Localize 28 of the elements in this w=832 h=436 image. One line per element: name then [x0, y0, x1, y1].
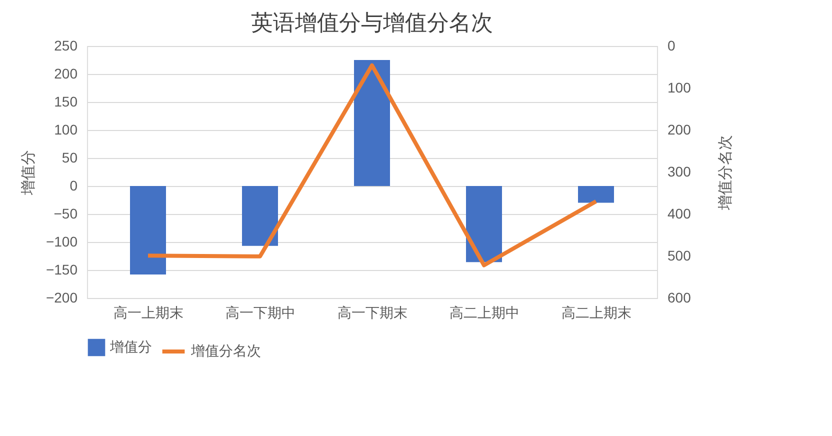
y2-tick-label: 200: [668, 122, 692, 138]
legend-label: 增值分名次: [190, 342, 261, 358]
y-tick-label: 100: [54, 122, 78, 138]
y2-tick-label: 0: [668, 38, 676, 54]
x-tick-label: 高一上期末: [114, 304, 184, 320]
y-tick-label: −100: [46, 234, 78, 250]
x-tick-label: 高一下期中: [226, 304, 296, 320]
line-series: [146, 63, 598, 268]
y2-axis-title: 增值分名次: [716, 135, 734, 211]
y2-tick-label: 100: [668, 80, 692, 96]
y-tick-label: −200: [46, 290, 78, 306]
y-tick-label: −50: [54, 206, 78, 222]
y2-tick-label: 400: [668, 206, 692, 222]
y-axis-title: 增值分: [20, 150, 37, 196]
y-tick-label: 50: [62, 150, 78, 166]
y2-tick-label: 500: [668, 248, 692, 264]
x-tick-label: 高二上期中: [450, 304, 520, 320]
y-tick-label: 250: [54, 38, 78, 54]
x-tick-label: 高一下期末: [338, 304, 408, 320]
y-tick-label: 0: [70, 178, 78, 194]
y-tick-label: 150: [54, 94, 78, 110]
y2-tick-label: 600: [668, 290, 692, 306]
x-tick-label: 高二上期末: [562, 304, 632, 320]
chart-title: 英语增值分与增值分名次: [251, 10, 493, 35]
legend-label: 增值分: [109, 338, 152, 354]
y-tick-label: 200: [54, 66, 78, 82]
y2-tick-label: 300: [668, 164, 692, 180]
y-tick-label: −150: [46, 262, 78, 278]
